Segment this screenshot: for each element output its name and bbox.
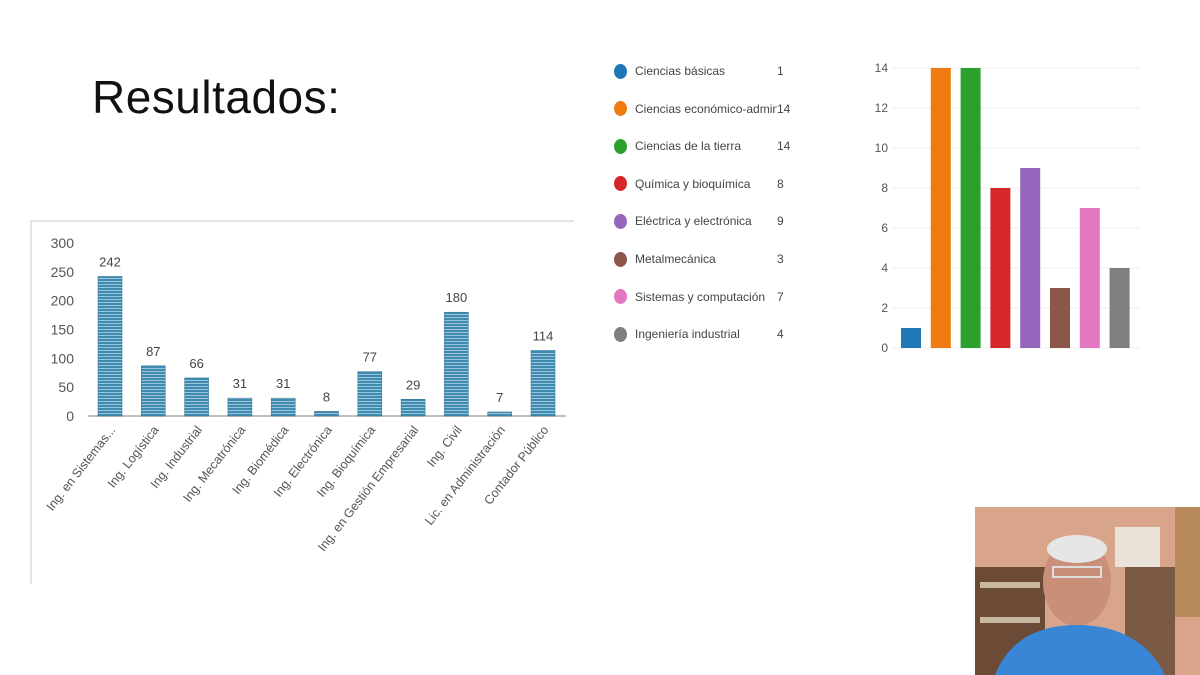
legend-item: Metalmecánica 3 bbox=[614, 249, 784, 269]
y-tick-label: 200 bbox=[51, 293, 75, 309]
y-tick-label: 2 bbox=[881, 301, 888, 315]
data-label: 31 bbox=[233, 376, 247, 391]
x-tick-label: Ing. en Sistemas... bbox=[44, 423, 119, 513]
legend-label: Eléctrica y electrónica bbox=[635, 214, 752, 229]
career-bar-chart: 0 50 100 150 200 250 300 242 Ing. en Sistemas...… bbox=[30, 220, 574, 584]
legend-value: 4 bbox=[777, 327, 784, 342]
legend-value: 3 bbox=[777, 252, 784, 266]
legend-value: 1 bbox=[777, 64, 784, 78]
legend-label: Metalmecánica bbox=[635, 252, 716, 266]
bar-5 bbox=[314, 411, 339, 417]
legend-value: 14 bbox=[777, 139, 791, 154]
bar-1 bbox=[141, 365, 166, 417]
legend-value: 7 bbox=[777, 289, 784, 304]
legend-color-dot bbox=[614, 326, 627, 342]
legend-item: Sistemas y computación 7 bbox=[614, 287, 784, 307]
bar-7 bbox=[1109, 268, 1130, 348]
legend-label: Ingeniería industrial bbox=[635, 327, 740, 342]
legend-label: Sistemas y computación bbox=[635, 289, 766, 304]
bar-3 bbox=[227, 397, 253, 417]
legend-value: 8 bbox=[777, 176, 784, 191]
y-tick-label: 100 bbox=[51, 350, 75, 366]
data-label: 87 bbox=[146, 344, 160, 359]
bar-6 bbox=[357, 371, 383, 417]
legend-label: Química y bioquímica bbox=[635, 176, 751, 191]
data-label: 242 bbox=[99, 254, 121, 269]
area-bar-chart: Ciencias básicas 1 Ciencias económico-admi… bbox=[600, 50, 1160, 370]
y-tick-label: 150 bbox=[51, 322, 75, 338]
legend-label: Ciencias de la tierra bbox=[635, 139, 742, 154]
legend-color-dot bbox=[614, 213, 627, 229]
bar-6 bbox=[1079, 208, 1100, 348]
legend-color-dot bbox=[614, 289, 627, 305]
y-tick-label: 12 bbox=[875, 101, 889, 115]
bar-2 bbox=[960, 68, 981, 348]
data-label: 66 bbox=[189, 356, 203, 371]
legend-label: Ciencias económico-administrat... bbox=[635, 101, 777, 116]
legend-label: Ciencias básicas bbox=[635, 64, 726, 78]
slide-title: Resultados: bbox=[92, 71, 341, 123]
y-tick-label: 0 bbox=[881, 341, 888, 355]
legend-color-dot bbox=[614, 251, 627, 267]
presenter-video-icon bbox=[975, 507, 1200, 675]
bar-5 bbox=[1050, 288, 1070, 348]
legend-item: Ciencias de la tierra 14 bbox=[614, 136, 790, 156]
data-label: 114 bbox=[533, 328, 554, 343]
legend-color-dot bbox=[614, 176, 627, 192]
y-tick-label: 50 bbox=[58, 379, 74, 395]
legend-item: Ingeniería industrial 4 bbox=[614, 324, 784, 344]
y-tick-label: 8 bbox=[881, 181, 888, 195]
bar-0 bbox=[97, 276, 123, 417]
data-label: 7 bbox=[496, 390, 503, 405]
legend-item: Eléctrica y electrónica 9 bbox=[614, 211, 784, 231]
data-label: 180 bbox=[446, 290, 468, 305]
y-tick-label: 14 bbox=[875, 61, 889, 75]
data-label: 29 bbox=[406, 377, 420, 392]
bar-4 bbox=[1020, 168, 1041, 348]
legend-item: Ciencias económico-administrat...14 bbox=[614, 99, 790, 119]
legend-item: Ciencias básicas 1 bbox=[614, 61, 784, 81]
bar-0 bbox=[901, 328, 921, 348]
legend-value: 9 bbox=[777, 214, 784, 229]
bar-9 bbox=[487, 411, 512, 417]
bar-2 bbox=[184, 377, 209, 417]
bar-7 bbox=[400, 399, 426, 417]
data-label: 8 bbox=[323, 389, 330, 404]
y-tick-label: 250 bbox=[51, 264, 75, 280]
legend-value: 14 bbox=[777, 101, 791, 116]
x-tick-label: Ing. Civil bbox=[424, 423, 465, 469]
y-tick-label: 4 bbox=[881, 261, 888, 275]
career-bar-chart-svg: 0 50 100 150 200 250 300 242 Ing. en Sistemas...… bbox=[44, 235, 566, 554]
legend-color-dot bbox=[614, 63, 627, 79]
bar-8 bbox=[444, 311, 469, 417]
x-tick-label: Lic. en Administración bbox=[422, 423, 508, 527]
bar-3 bbox=[990, 188, 1011, 348]
legend-color-dot bbox=[614, 138, 627, 154]
webcam-video bbox=[975, 507, 1200, 675]
legend-color-dot bbox=[614, 101, 627, 117]
data-label: 77 bbox=[363, 350, 377, 365]
y-tick-label: 6 bbox=[881, 221, 888, 235]
y-tick-label: 10 bbox=[875, 141, 889, 155]
bar-1 bbox=[930, 68, 951, 348]
y-tick-label: 0 bbox=[66, 408, 74, 424]
area-bar-chart-svg: 0 2 4 6 8 10 12 14 bbox=[875, 61, 1140, 355]
legend-item: Química y bioquímica 8 bbox=[614, 174, 784, 194]
y-tick-label: 300 bbox=[51, 235, 75, 251]
data-label: 31 bbox=[276, 376, 290, 391]
bar-10 bbox=[530, 350, 556, 417]
bar-4 bbox=[270, 397, 296, 417]
